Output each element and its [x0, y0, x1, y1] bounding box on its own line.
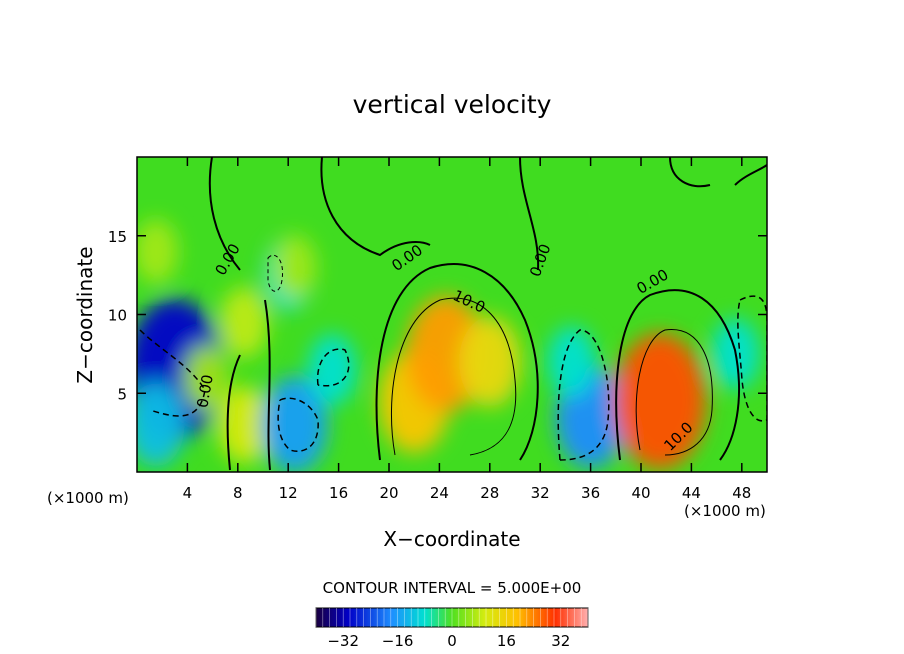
- field-feature: [272, 235, 317, 300]
- x-tick-label: 20: [379, 484, 398, 502]
- contour-negative: [139, 329, 206, 417]
- field-features: [137, 219, 760, 472]
- x-tick-label: 4: [183, 484, 193, 502]
- x-tick-label: 44: [682, 484, 701, 502]
- contour-positive: [390, 297, 517, 456]
- field-feature: [137, 382, 185, 467]
- y-ticks: 5 10 15: [108, 228, 767, 403]
- x-tick-label: 12: [279, 484, 298, 502]
- contour-positive: [635, 329, 713, 456]
- contour-zero: [208, 157, 241, 271]
- colorbar-tick-label: −16: [382, 632, 414, 650]
- x-tick-label: 48: [732, 484, 751, 502]
- chart-title: vertical velocity: [353, 90, 552, 119]
- contour-negative: [316, 348, 350, 387]
- contour-negative: [737, 295, 767, 422]
- x-ticks: 4 8 12 16 20 24 28 32 36 40 44 48: [183, 157, 751, 502]
- contour-zero: [375, 263, 539, 461]
- x-tick-label: 24: [430, 484, 449, 502]
- field-feature: [459, 316, 521, 407]
- field-feature: [613, 333, 707, 470]
- field-feature: [137, 219, 178, 284]
- x-tick-label: 40: [631, 484, 650, 502]
- x-unit-right: (×1000 m): [684, 502, 766, 520]
- contour-negative: [267, 254, 284, 292]
- contour-interval-label: CONTOUR INTERVAL = 5.000E+00: [323, 579, 582, 597]
- x-tick-label: 32: [531, 484, 550, 502]
- y-tick-label: 15: [108, 228, 127, 246]
- x-tick-label: 28: [480, 484, 499, 502]
- x-tick-label: 8: [233, 484, 243, 502]
- colorbar: −32 −16 0 16 32: [315, 607, 589, 650]
- colorbar-stripes: [315, 608, 589, 627]
- colorbar-tick-label: 0: [447, 632, 457, 650]
- y-tick-label: 5: [117, 385, 127, 403]
- contour-zero: [615, 289, 741, 461]
- x-tick-label: 16: [329, 484, 348, 502]
- field-feature: [261, 376, 328, 472]
- contour-negative: [557, 329, 610, 461]
- x-unit-left: (×1000 m): [47, 489, 129, 507]
- contour-zero: [734, 164, 767, 186]
- contour-zero: [669, 157, 711, 188]
- x-axis-label: X−coordinate: [383, 527, 520, 551]
- field-feature: [308, 334, 357, 406]
- field-feature: [219, 286, 269, 358]
- contour-zero: [264, 299, 271, 471]
- contour-label: 0.00: [193, 373, 217, 409]
- field-feature: [184, 345, 229, 410]
- field-feature: [217, 386, 271, 464]
- contour-zero: [519, 157, 540, 271]
- contour-zero: [320, 157, 431, 257]
- colorbar-tick-label: 32: [551, 632, 570, 650]
- y-tick-label: 10: [108, 307, 127, 325]
- colorbar-tick-label: −32: [327, 632, 359, 650]
- contour-negative: [277, 397, 319, 452]
- y-axis-label: Z−coordinate: [73, 246, 97, 383]
- colorbar-ticks: −32 −16 0 16 32: [327, 632, 570, 650]
- field-feature: [547, 326, 596, 398]
- plot-area: [137, 157, 767, 472]
- colorbar-tick-label: 16: [497, 632, 516, 650]
- contour-zero: [226, 354, 241, 471]
- x-tick-label: 36: [581, 484, 600, 502]
- contour-lines: [139, 157, 767, 471]
